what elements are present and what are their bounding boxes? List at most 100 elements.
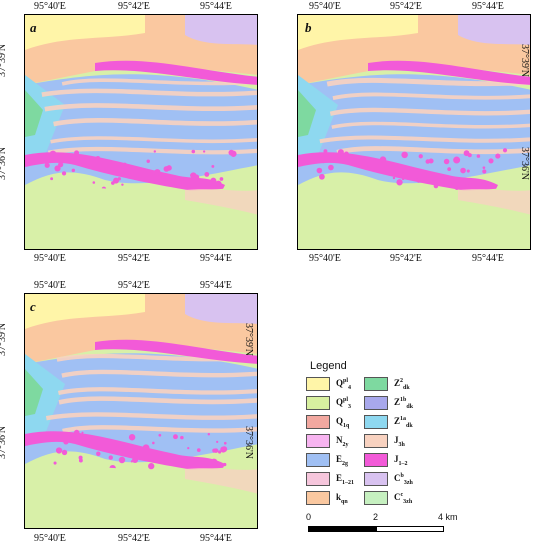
unit-j12-patch <box>152 441 155 445</box>
unit-j12-patch <box>392 176 396 180</box>
unit-j3h-streak <box>332 92 530 101</box>
bottom-tick-b-1: 95°40'E <box>309 253 341 264</box>
legend-label: Qpl4 <box>336 378 352 391</box>
bottom-tick-c-2: 95°42'E <box>118 533 150 544</box>
unit-c3zh <box>458 15 530 45</box>
unit-j12-patch <box>118 456 126 464</box>
unit-j12-patch <box>218 450 222 454</box>
bottom-tick-a-3: 95°44'E <box>200 253 232 264</box>
top-tick-a-1: 95°40'E <box>34 1 66 12</box>
unit-z2dk <box>25 369 43 416</box>
panel-letter-c: c <box>30 299 36 314</box>
legend-swatch <box>364 453 388 467</box>
scale-segment-white <box>376 526 444 532</box>
bottom-tick-c-3: 95°44'E <box>200 533 232 544</box>
right-tick-c-1: 37°39'N <box>243 322 255 357</box>
unit-j12-patch <box>401 177 405 181</box>
unit-j12-patch <box>108 455 113 460</box>
unit-j3h-streak <box>53 117 257 127</box>
right-tick-b-1: 37°39'N <box>519 43 531 78</box>
unit-j12-patch <box>73 429 80 436</box>
unit-j12-patch <box>216 440 219 443</box>
unit-j12-north <box>95 60 257 85</box>
unit-j12-patch <box>130 460 133 463</box>
legend-item: Cb3zh <box>364 472 434 488</box>
unit-j12-patch <box>81 431 84 434</box>
legend: Legend Qpl4 Z2dk Qpl3 Z1bdk Q1q Z1adk N2y J3h E2… <box>302 360 462 510</box>
unit-j12-patch <box>78 458 83 463</box>
unit-j12-north <box>95 339 257 364</box>
unit-j12-patch <box>418 154 423 159</box>
legend-item: Cc3zh <box>364 491 434 507</box>
unit-j12-patch <box>95 155 101 161</box>
unit-j12-patch <box>117 177 121 181</box>
unit-j12-patch <box>49 150 57 158</box>
unit-j12-patch <box>215 180 222 187</box>
unit-j12-patch <box>180 435 184 440</box>
unit-j12-patch <box>54 165 61 172</box>
unit-j12-patch <box>128 433 136 441</box>
unit-j12-south <box>25 431 225 474</box>
unit-j12-patch <box>211 164 215 168</box>
unit-z2dk <box>298 90 316 137</box>
unit-j12-patch <box>447 167 452 172</box>
legend-label: kqn <box>336 492 348 505</box>
unit-j12-patch <box>153 150 157 153</box>
unit-j12-patch <box>460 167 466 174</box>
legend-item: N2y <box>306 434 376 450</box>
unit-j12-patch <box>61 449 68 456</box>
legend-swatch <box>364 377 388 391</box>
unit-j12-patch <box>502 148 508 153</box>
legend-swatch <box>364 396 388 410</box>
legend-label: Z2dk <box>394 378 410 391</box>
unit-j12-patch <box>166 165 172 171</box>
legend-item: J1–2 <box>364 453 434 469</box>
geologic-map-c <box>25 294 257 528</box>
legend-label: Qpl3 <box>336 397 352 410</box>
unit-j3h-streak <box>319 135 530 144</box>
legend-label: Cc3zh <box>394 492 413 505</box>
top-tick-b-2: 95°42'E <box>390 1 422 12</box>
unit-j12-patch <box>84 162 90 168</box>
unit-j12-patch <box>171 175 177 180</box>
top-tick-c-2: 95°42'E <box>118 280 150 291</box>
bottom-tick-a-1: 95°40'E <box>34 253 66 264</box>
unit-j12-patch <box>191 149 196 154</box>
unit-j12-patch <box>148 462 155 470</box>
unit-j12-patch <box>220 446 227 453</box>
unit-j12-patch <box>316 167 323 174</box>
unit-j12-patch <box>167 177 172 182</box>
unit-j12-patch <box>223 441 227 445</box>
bottom-tick-b-2: 95°42'E <box>390 253 422 264</box>
map-a <box>24 14 258 250</box>
legend-label: E2g <box>336 454 349 467</box>
legend-label: J1–2 <box>394 454 408 467</box>
bottom-tick-b-3: 95°44'E <box>472 253 504 264</box>
unit-j12-patch <box>58 152 66 160</box>
unit-j12-patch <box>74 150 80 156</box>
legend-swatch <box>306 396 330 410</box>
unit-j12-patch <box>196 448 201 452</box>
legend-label: N2y <box>336 435 349 448</box>
unit-j12-south <box>25 152 225 195</box>
unit-j12-patch <box>210 177 217 184</box>
unit-j12-patch <box>433 183 439 189</box>
unit-j12-patch <box>121 183 124 186</box>
unit-j3h-south <box>185 468 257 494</box>
unit-j12-patch <box>401 151 408 159</box>
bottom-tick-c-1: 95°40'E <box>34 533 66 544</box>
unit-j3h-streak <box>329 107 530 116</box>
unit-z1adk <box>298 75 338 165</box>
unit-j12-patch <box>210 458 218 466</box>
unit-j12-patch <box>466 169 470 173</box>
unit-j12-patch <box>458 181 463 186</box>
unit-j12-patch <box>122 442 127 446</box>
unit-j12-patch <box>71 168 76 173</box>
unit-c3zh <box>185 15 257 45</box>
unit-j12-patch <box>53 461 57 465</box>
scale-label-2: 2 <box>373 512 379 522</box>
unit-j12-patch <box>92 181 96 184</box>
legend-swatch <box>306 491 330 505</box>
unit-z1adk <box>25 354 65 444</box>
unit-j12-patch <box>320 152 325 157</box>
